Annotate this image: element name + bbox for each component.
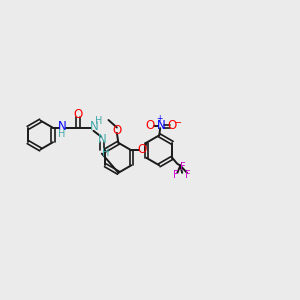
Text: H: H (95, 116, 103, 126)
Text: N: N (98, 133, 106, 146)
Text: O: O (73, 108, 83, 121)
Text: F: F (173, 170, 179, 180)
Text: H: H (102, 148, 110, 158)
Text: O: O (167, 118, 177, 132)
Text: O: O (138, 142, 147, 156)
Text: O: O (145, 118, 154, 132)
Text: +: + (157, 114, 163, 123)
Text: N: N (156, 118, 165, 132)
Text: H: H (58, 129, 65, 139)
Text: −: − (174, 118, 182, 128)
Text: N: N (58, 120, 66, 134)
Text: O: O (112, 124, 122, 137)
Text: F: F (180, 162, 186, 172)
Text: F: F (185, 170, 191, 180)
Text: N: N (89, 120, 98, 134)
